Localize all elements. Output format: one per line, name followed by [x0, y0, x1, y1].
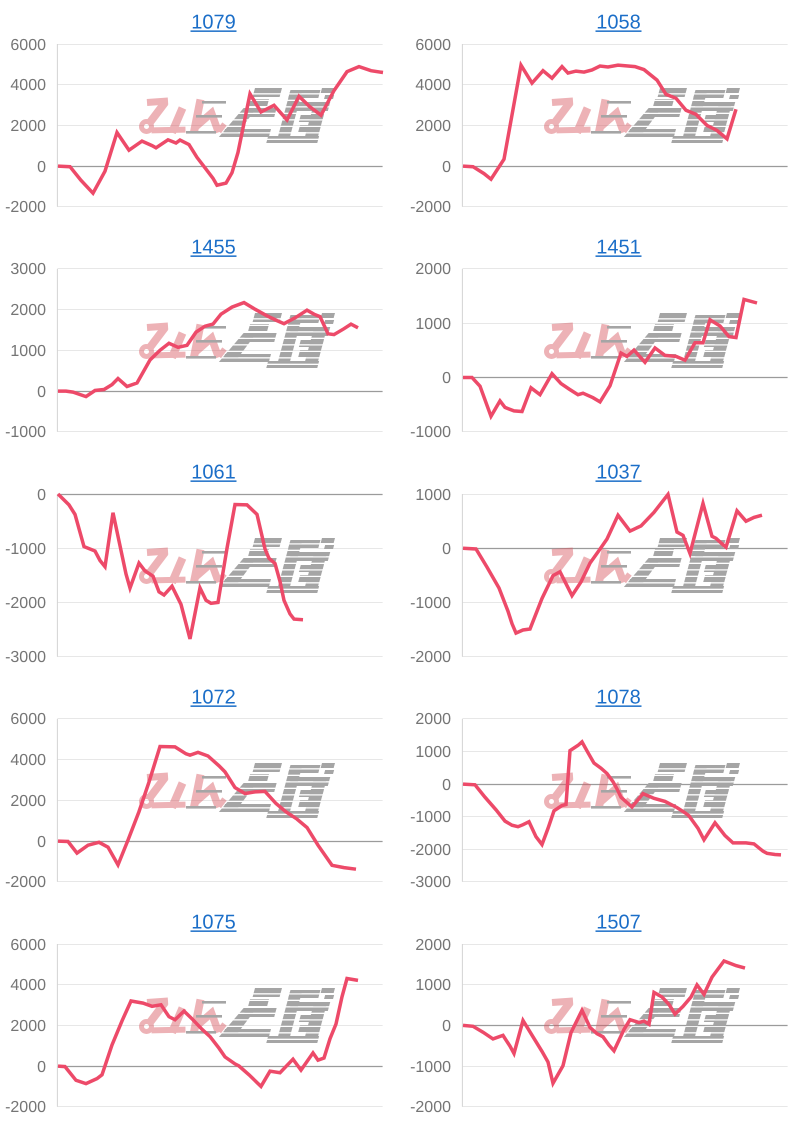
svg-text:0: 0 — [442, 541, 451, 558]
svg-text:1037: 1037 — [596, 462, 641, 484]
svg-text:-1000: -1000 — [5, 541, 46, 558]
svg-text:1058: 1058 — [596, 12, 641, 34]
svg-text:0: 0 — [37, 1059, 46, 1076]
svg-text:-2000: -2000 — [5, 874, 46, 891]
svg-text:4000: 4000 — [10, 977, 46, 994]
svg-text:1000: 1000 — [415, 487, 451, 504]
svg-text:1000: 1000 — [415, 744, 451, 761]
svg-text:1000: 1000 — [10, 343, 46, 360]
svg-text:0: 0 — [37, 487, 46, 504]
svg-text:2000: 2000 — [415, 118, 451, 135]
svg-text:6000: 6000 — [415, 37, 451, 54]
svg-text:-1000: -1000 — [410, 595, 451, 612]
svg-text:3000: 3000 — [10, 261, 46, 278]
svg-text:1000: 1000 — [415, 316, 451, 333]
svg-text:0: 0 — [442, 159, 451, 176]
svg-text:-1000: -1000 — [410, 1059, 451, 1076]
svg-text:0: 0 — [442, 1018, 451, 1035]
svg-text:1072: 1072 — [191, 687, 236, 709]
svg-text:-1000: -1000 — [410, 809, 451, 826]
svg-text:4000: 4000 — [10, 752, 46, 769]
svg-text:-2000: -2000 — [5, 199, 46, 216]
svg-text:1079: 1079 — [191, 12, 236, 34]
svg-text:-1000: -1000 — [410, 424, 451, 441]
svg-text:-2000: -2000 — [5, 595, 46, 612]
svg-text:4000: 4000 — [415, 77, 451, 94]
svg-text:1451: 1451 — [596, 237, 641, 259]
svg-text:1507: 1507 — [596, 912, 641, 934]
svg-text:-2000: -2000 — [410, 649, 451, 666]
svg-text:1000: 1000 — [415, 977, 451, 994]
svg-text:2000: 2000 — [10, 1018, 46, 1035]
svg-text:6000: 6000 — [10, 711, 46, 728]
svg-text:0: 0 — [37, 834, 46, 851]
svg-text:2000: 2000 — [10, 793, 46, 810]
svg-text:2000: 2000 — [415, 711, 451, 728]
svg-text:-3000: -3000 — [410, 874, 451, 891]
svg-text:-3000: -3000 — [5, 649, 46, 666]
svg-text:2000: 2000 — [10, 302, 46, 319]
svg-text:1075: 1075 — [191, 912, 236, 934]
svg-text:0: 0 — [37, 159, 46, 176]
svg-text:1455: 1455 — [191, 237, 236, 259]
svg-text:2000: 2000 — [415, 937, 451, 954]
svg-text:6000: 6000 — [10, 937, 46, 954]
svg-text:4000: 4000 — [10, 77, 46, 94]
svg-text:-2000: -2000 — [410, 842, 451, 859]
svg-text:0: 0 — [37, 384, 46, 401]
svg-text:-1000: -1000 — [5, 424, 46, 441]
svg-text:1078: 1078 — [596, 687, 641, 709]
svg-text:-2000: -2000 — [410, 1099, 451, 1116]
svg-text:1061: 1061 — [191, 462, 236, 484]
svg-text:0: 0 — [442, 777, 451, 794]
svg-text:2000: 2000 — [415, 261, 451, 278]
svg-text:6000: 6000 — [10, 37, 46, 54]
svg-text:-2000: -2000 — [5, 1099, 46, 1116]
svg-text:0: 0 — [442, 370, 451, 387]
svg-text:-2000: -2000 — [410, 199, 451, 216]
svg-text:2000: 2000 — [10, 118, 46, 135]
